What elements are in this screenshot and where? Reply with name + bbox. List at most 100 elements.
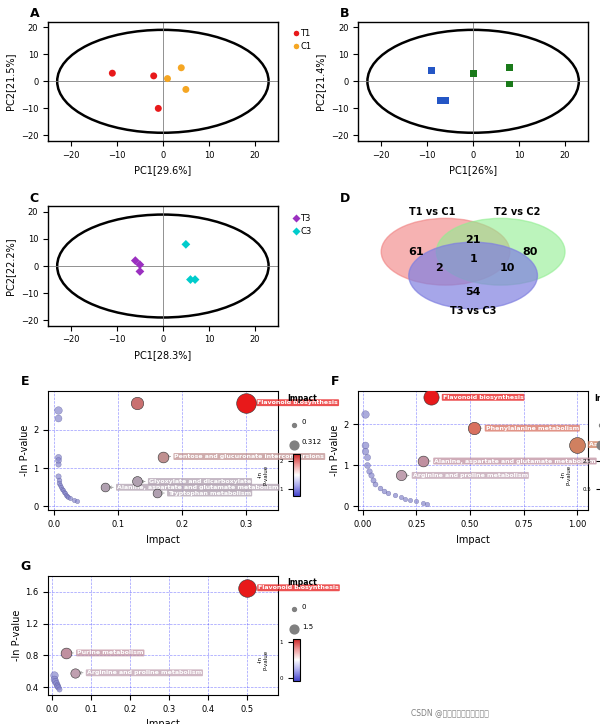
Point	[505, 62, 515, 74]
Point	[72, 495, 82, 507]
Point	[49, 673, 59, 685]
Point	[385, 34, 395, 46]
Point	[427, 64, 437, 76]
Text: T2 vs C2: T2 vs C2	[494, 207, 540, 216]
Point	[53, 458, 62, 470]
Point	[57, 484, 67, 495]
Text: Alanine, aspartate and glutamate metabolism: Alanine, aspartate and glutamate metabol…	[426, 458, 596, 463]
Point	[181, 239, 191, 251]
Text: A: A	[29, 7, 39, 20]
Point	[360, 408, 370, 419]
Legend: T3, C3: T3, C3	[290, 211, 315, 240]
Point	[427, 392, 436, 403]
Y-axis label: PC2[22.2%]: PC2[22.2%]	[5, 237, 15, 295]
Y-axis label: -ln
P-value: -ln P-value	[257, 465, 268, 485]
Point	[375, 482, 385, 494]
Text: 0: 0	[302, 419, 307, 425]
Point	[49, 670, 59, 681]
Text: T1 vs C1: T1 vs C1	[409, 207, 455, 216]
Point	[59, 484, 68, 496]
Point	[55, 478, 64, 489]
Text: T3 vs C3: T3 vs C3	[450, 306, 496, 316]
Point	[53, 681, 62, 692]
Text: 0: 0	[302, 604, 307, 610]
Point	[62, 490, 72, 502]
Y-axis label: PC2[21.5%]: PC2[21.5%]	[5, 53, 15, 110]
Point	[418, 497, 427, 509]
Point	[360, 439, 370, 450]
Point	[441, 94, 451, 106]
Point	[379, 485, 389, 497]
Circle shape	[436, 219, 565, 285]
Point	[383, 487, 393, 499]
Text: CSDN @代谢组学相关资讯分享: CSDN @代谢组学相关资讯分享	[411, 708, 489, 717]
Text: Impact: Impact	[594, 394, 600, 403]
Y-axis label: PC2[21.4%]: PC2[21.4%]	[316, 53, 325, 110]
Text: Flavonoid biosynthesis: Flavonoid biosynthesis	[257, 400, 338, 405]
Point	[52, 679, 61, 691]
Text: Impact: Impact	[287, 578, 317, 587]
Point	[54, 473, 64, 485]
X-axis label: PC1[26%]: PC1[26%]	[449, 165, 497, 175]
Text: Phenylalanine metabolism: Phenylalanine metabolism	[478, 426, 579, 431]
Point	[158, 451, 167, 463]
Y-axis label: -ln
P-value: -ln P-value	[560, 465, 571, 485]
Point	[53, 412, 62, 424]
Text: E: E	[20, 375, 29, 388]
Text: Flavonoid biosynthesis: Flavonoid biosynthesis	[435, 395, 523, 400]
Text: 21: 21	[466, 235, 481, 245]
Text: 61: 61	[408, 247, 424, 257]
Point	[61, 489, 71, 501]
Point	[176, 62, 186, 74]
Point	[185, 274, 195, 285]
Point	[59, 486, 69, 497]
Point	[190, 274, 200, 285]
Text: 0.312: 0.312	[302, 439, 322, 445]
Text: Glyoxylate and dicarboxylate: Glyoxylate and dicarboxylate	[141, 479, 251, 484]
Text: 10: 10	[500, 264, 515, 274]
X-axis label: Impact: Impact	[146, 720, 180, 724]
Point	[362, 459, 371, 471]
Legend: T1, C1: T1, C1	[290, 26, 315, 55]
Text: Tryptophan metabolism: Tryptophan metabolism	[160, 491, 251, 495]
Text: F: F	[331, 375, 339, 388]
Text: Arginine and proline metabolism: Arginine and proline metabolism	[79, 670, 202, 675]
Point	[163, 73, 172, 85]
Point	[422, 498, 432, 510]
Point	[154, 103, 163, 114]
Point	[390, 489, 400, 500]
Circle shape	[409, 243, 538, 309]
Point	[101, 481, 110, 493]
Y-axis label: -ln P-value: -ln P-value	[12, 610, 22, 661]
Point	[53, 405, 62, 416]
Text: Arginine and proline metabolism: Arginine and proline metabolism	[405, 473, 528, 478]
Text: 1: 1	[469, 254, 477, 264]
Point	[64, 491, 73, 502]
Point	[362, 451, 371, 463]
Text: 54: 54	[466, 287, 481, 298]
Point	[133, 476, 142, 487]
X-axis label: Impact: Impact	[146, 534, 180, 544]
Text: Alanine, aspartate and glutamate metabolism: Alanine, aspartate and glutamate metabol…	[109, 485, 278, 489]
Point	[107, 67, 117, 79]
Text: Impact: Impact	[287, 394, 317, 403]
Point	[412, 495, 421, 507]
X-axis label: Impact: Impact	[456, 534, 490, 544]
Point	[364, 466, 374, 477]
Text: Pentose and glucuronate interconversions: Pentose and glucuronate interconversions	[166, 454, 324, 459]
Text: G: G	[20, 560, 31, 573]
Text: 1.5: 1.5	[302, 624, 313, 630]
Point	[242, 582, 251, 594]
Point	[401, 493, 410, 505]
Point	[397, 492, 406, 503]
Point	[469, 422, 479, 434]
Point	[53, 451, 62, 463]
Point	[360, 445, 370, 457]
Y-axis label: -ln P-value: -ln P-value	[331, 425, 340, 476]
Point	[56, 481, 65, 493]
Point	[572, 439, 582, 450]
Text: C: C	[29, 192, 39, 205]
Point	[69, 494, 79, 505]
Point	[61, 647, 70, 659]
Point	[366, 470, 376, 481]
